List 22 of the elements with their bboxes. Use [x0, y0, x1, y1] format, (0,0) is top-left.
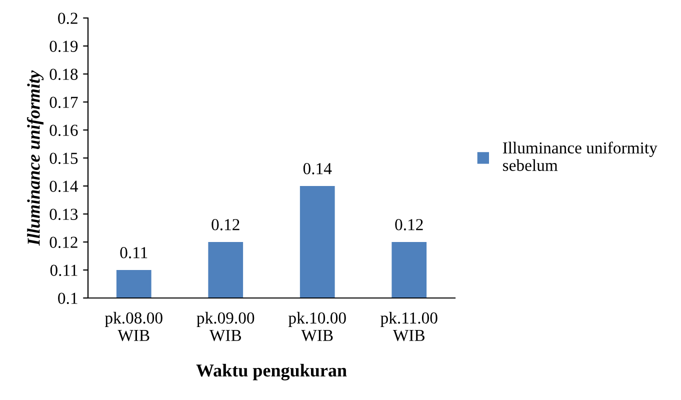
y-tick-label: 0.18 — [50, 68, 78, 80]
x-axis-title: Waktu pengukuran — [196, 364, 347, 380]
data-label: 0.11 — [120, 247, 148, 258]
x-tick-label: pk.08.00 WIB — [104, 312, 162, 342]
y-tick-label: 0.15 — [50, 152, 78, 164]
x-tick-label: pk.10.00 WIB — [288, 312, 346, 342]
data-label: 0.12 — [395, 219, 423, 230]
y-tick-label: 0.1 — [58, 292, 78, 304]
y-tick-label: 0.17 — [50, 96, 78, 108]
data-label: 0.14 — [303, 163, 332, 174]
y-tick-label: 0.14 — [50, 180, 78, 192]
data-label: 0.12 — [212, 219, 240, 230]
x-tick-label: pk.09.00 WIB — [196, 312, 254, 342]
y-tick-label: 0.16 — [50, 124, 78, 136]
y-tick-label: 0.13 — [50, 208, 78, 220]
x-tick-label: pk.11.00 WIB — [380, 312, 438, 342]
y-tick-label: 0.2 — [58, 12, 78, 24]
y-tick-label: 0.19 — [50, 40, 78, 52]
y-tick-label: 0.12 — [50, 236, 78, 248]
y-tick-label: 0.11 — [50, 264, 78, 276]
y-axis-title: Illuminance uniformity — [26, 70, 44, 246]
legend-label: Illuminance uniformity sebelum — [502, 142, 658, 171]
